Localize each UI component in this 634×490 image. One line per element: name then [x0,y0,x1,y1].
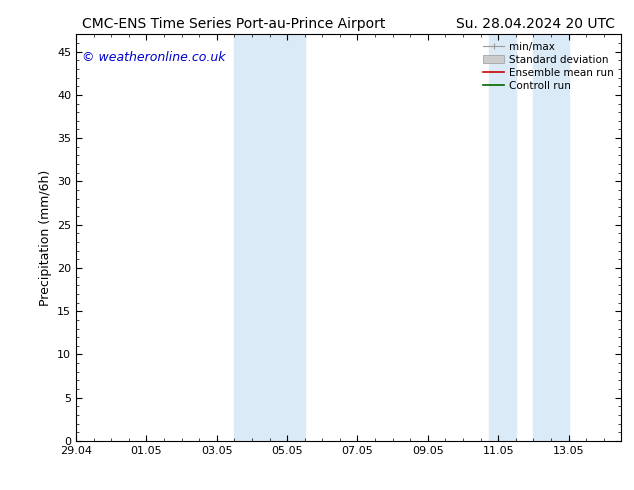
Text: Su. 28.04.2024 20 UTC: Su. 28.04.2024 20 UTC [456,17,616,31]
Text: © weatheronline.co.uk: © weatheronline.co.uk [82,50,225,64]
Bar [269,34,305,441]
Bar [533,34,569,441]
Bar [235,34,269,441]
Y-axis label: Precipitation (mm/6h): Precipitation (mm/6h) [39,170,51,306]
Text: CMC-ENS Time Series Port-au-Prince Airport: CMC-ENS Time Series Port-au-Prince Airpo… [82,17,386,31]
Legend: min/max, Standard deviation, Ensemble mean run, Controll run: min/max, Standard deviation, Ensemble me… [479,37,618,95]
Bar [489,34,516,441]
